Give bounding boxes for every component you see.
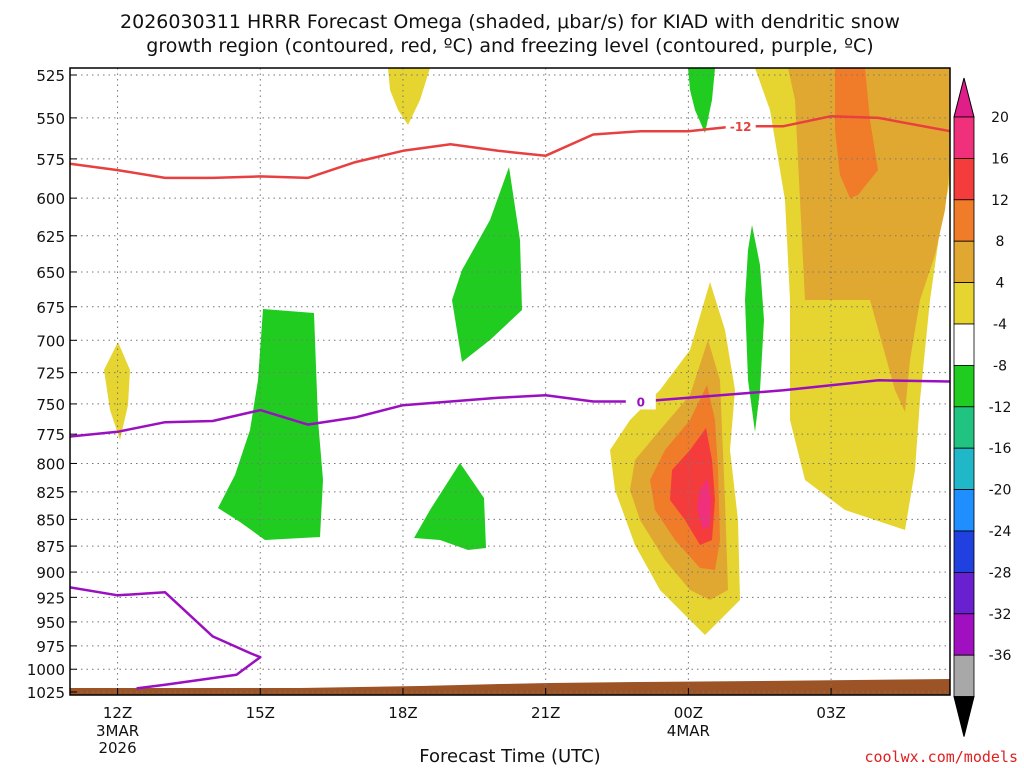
- colorbar-swatch: [953, 572, 975, 615]
- colorbar-swatch: [953, 654, 975, 698]
- omega-neg-b: [452, 167, 522, 362]
- colorbar-label: 16: [991, 151, 1009, 167]
- colorbar-label: -16: [989, 441, 1012, 457]
- omega-pos-12-right: [835, 68, 878, 198]
- y-tick-label: 975: [36, 638, 65, 656]
- colorbar-label: -28: [989, 565, 1012, 581]
- colorbar-label: -4: [993, 317, 1007, 333]
- omega-shading: [70, 68, 950, 695]
- colorbar-swatch: [953, 613, 975, 656]
- y-tick-label: 900: [36, 564, 65, 582]
- colorbar-label: 4: [996, 276, 1005, 292]
- x-tick-sublabel: 3MAR: [96, 722, 139, 740]
- y-tick-label: 825: [36, 484, 65, 502]
- colorbar-bottom-arrow: [953, 696, 975, 737]
- colorbar-swatch: [953, 364, 975, 408]
- dgz-contour-label: -12: [730, 120, 752, 134]
- y-tick-label: 1025: [27, 684, 65, 702]
- colorbar-label: -12: [989, 400, 1012, 416]
- omega-pos-20-center: [697, 478, 711, 530]
- colorbar-swatch: [953, 530, 975, 573]
- y-tick-label: 650: [36, 264, 65, 282]
- x-tick-label: 12Z: [103, 704, 132, 722]
- colorbar-swatch: [953, 406, 975, 449]
- contours: [70, 114, 950, 690]
- y-tick-label: 875: [36, 538, 65, 556]
- omega-pos-4-left: [104, 342, 130, 440]
- y-tick-label: 675: [36, 299, 65, 317]
- colorbar-top-arrow: [953, 77, 975, 118]
- colorbar-swatch: [953, 240, 975, 283]
- omega-pos-8-right: [788, 68, 950, 412]
- x-tick-label: 03Z: [816, 704, 845, 722]
- colorbar: 20 16 12 8 4 -4 -8 -12 -16 -20 -24 -28 -32 -36: [953, 77, 1012, 737]
- y-tick-label: 850: [36, 511, 65, 529]
- y-tick-label: 800: [36, 455, 65, 473]
- y-tick-label: 625: [36, 228, 65, 246]
- contour-freezing_0: [70, 379, 950, 438]
- colorbar-swatch: [953, 447, 975, 491]
- y-tick-label: 750: [36, 396, 65, 414]
- x-tick-sublabel: 4MAR: [667, 722, 710, 740]
- contour-dgz_minus12: [70, 114, 950, 180]
- x-tick-label: 18Z: [388, 704, 417, 722]
- contour-labels: -12 0: [625, 118, 756, 410]
- colorbar-swatch: [953, 323, 975, 366]
- credit-text: coolwx.com/models: [864, 748, 1018, 766]
- colorbar-swatch: [953, 489, 975, 532]
- chart-title-line1: 2026030311 HRRR Forecast Omega (shaded, …: [120, 11, 900, 33]
- terrain: [70, 679, 950, 695]
- plot-frame: [69, 67, 951, 696]
- colorbar-label: -36: [989, 648, 1012, 664]
- omega-neg-d: [688, 68, 715, 133]
- x-tick-label: 15Z: [246, 704, 275, 722]
- colorbar-label: -32: [989, 607, 1012, 623]
- colorbar-swatch: [953, 282, 975, 325]
- colorbar-swatch: [953, 157, 975, 201]
- y-tick-label: 700: [36, 332, 65, 350]
- y-tick-label: 925: [36, 589, 65, 607]
- y-axis: 525 550 575 600 625 650 675 700 725 750 775 800 825 8…: [27, 67, 77, 702]
- colorbar-label: 20: [991, 110, 1009, 126]
- omega-neg-c: [414, 463, 486, 550]
- y-tick-label: 725: [36, 365, 65, 383]
- chart-title-line2: growth region (contoured, red, ºC) and f…: [146, 35, 873, 57]
- colorbar-swatch: [953, 199, 975, 242]
- y-tick-label: 525: [36, 67, 65, 85]
- colorbar-label: 8: [996, 234, 1005, 250]
- contour-freezing_0_low: [70, 586, 262, 690]
- colorbar-label: -24: [989, 524, 1012, 540]
- freezing-contour-label: 0: [637, 395, 645, 409]
- colorbar-swatch: [953, 116, 975, 159]
- grid: [70, 68, 950, 695]
- omega-pos-4-top: [388, 68, 430, 125]
- x-tick-label: 21Z: [531, 704, 560, 722]
- y-tick-label: 550: [36, 110, 65, 128]
- colorbar-label: -20: [989, 483, 1012, 499]
- freezing-contour-label-bg: [625, 393, 656, 410]
- omega-neg-a: [218, 309, 323, 540]
- omega-neg-e: [745, 225, 764, 432]
- y-tick-label: 950: [36, 614, 65, 632]
- x-tick-label: 00Z: [674, 704, 703, 722]
- y-tick-label: 1000: [27, 661, 65, 679]
- colorbar-label: 12: [991, 193, 1009, 209]
- y-tick-label: 600: [36, 190, 65, 208]
- x-axis-label: Forecast Time (UTC): [419, 746, 600, 767]
- colorbar-label: -8: [993, 358, 1007, 374]
- y-tick-label: 775: [36, 426, 65, 444]
- y-tick-label: 575: [36, 151, 65, 169]
- x-tick-sublabel: 2026: [98, 739, 136, 757]
- dgz-contour-label-bg: [725, 118, 756, 135]
